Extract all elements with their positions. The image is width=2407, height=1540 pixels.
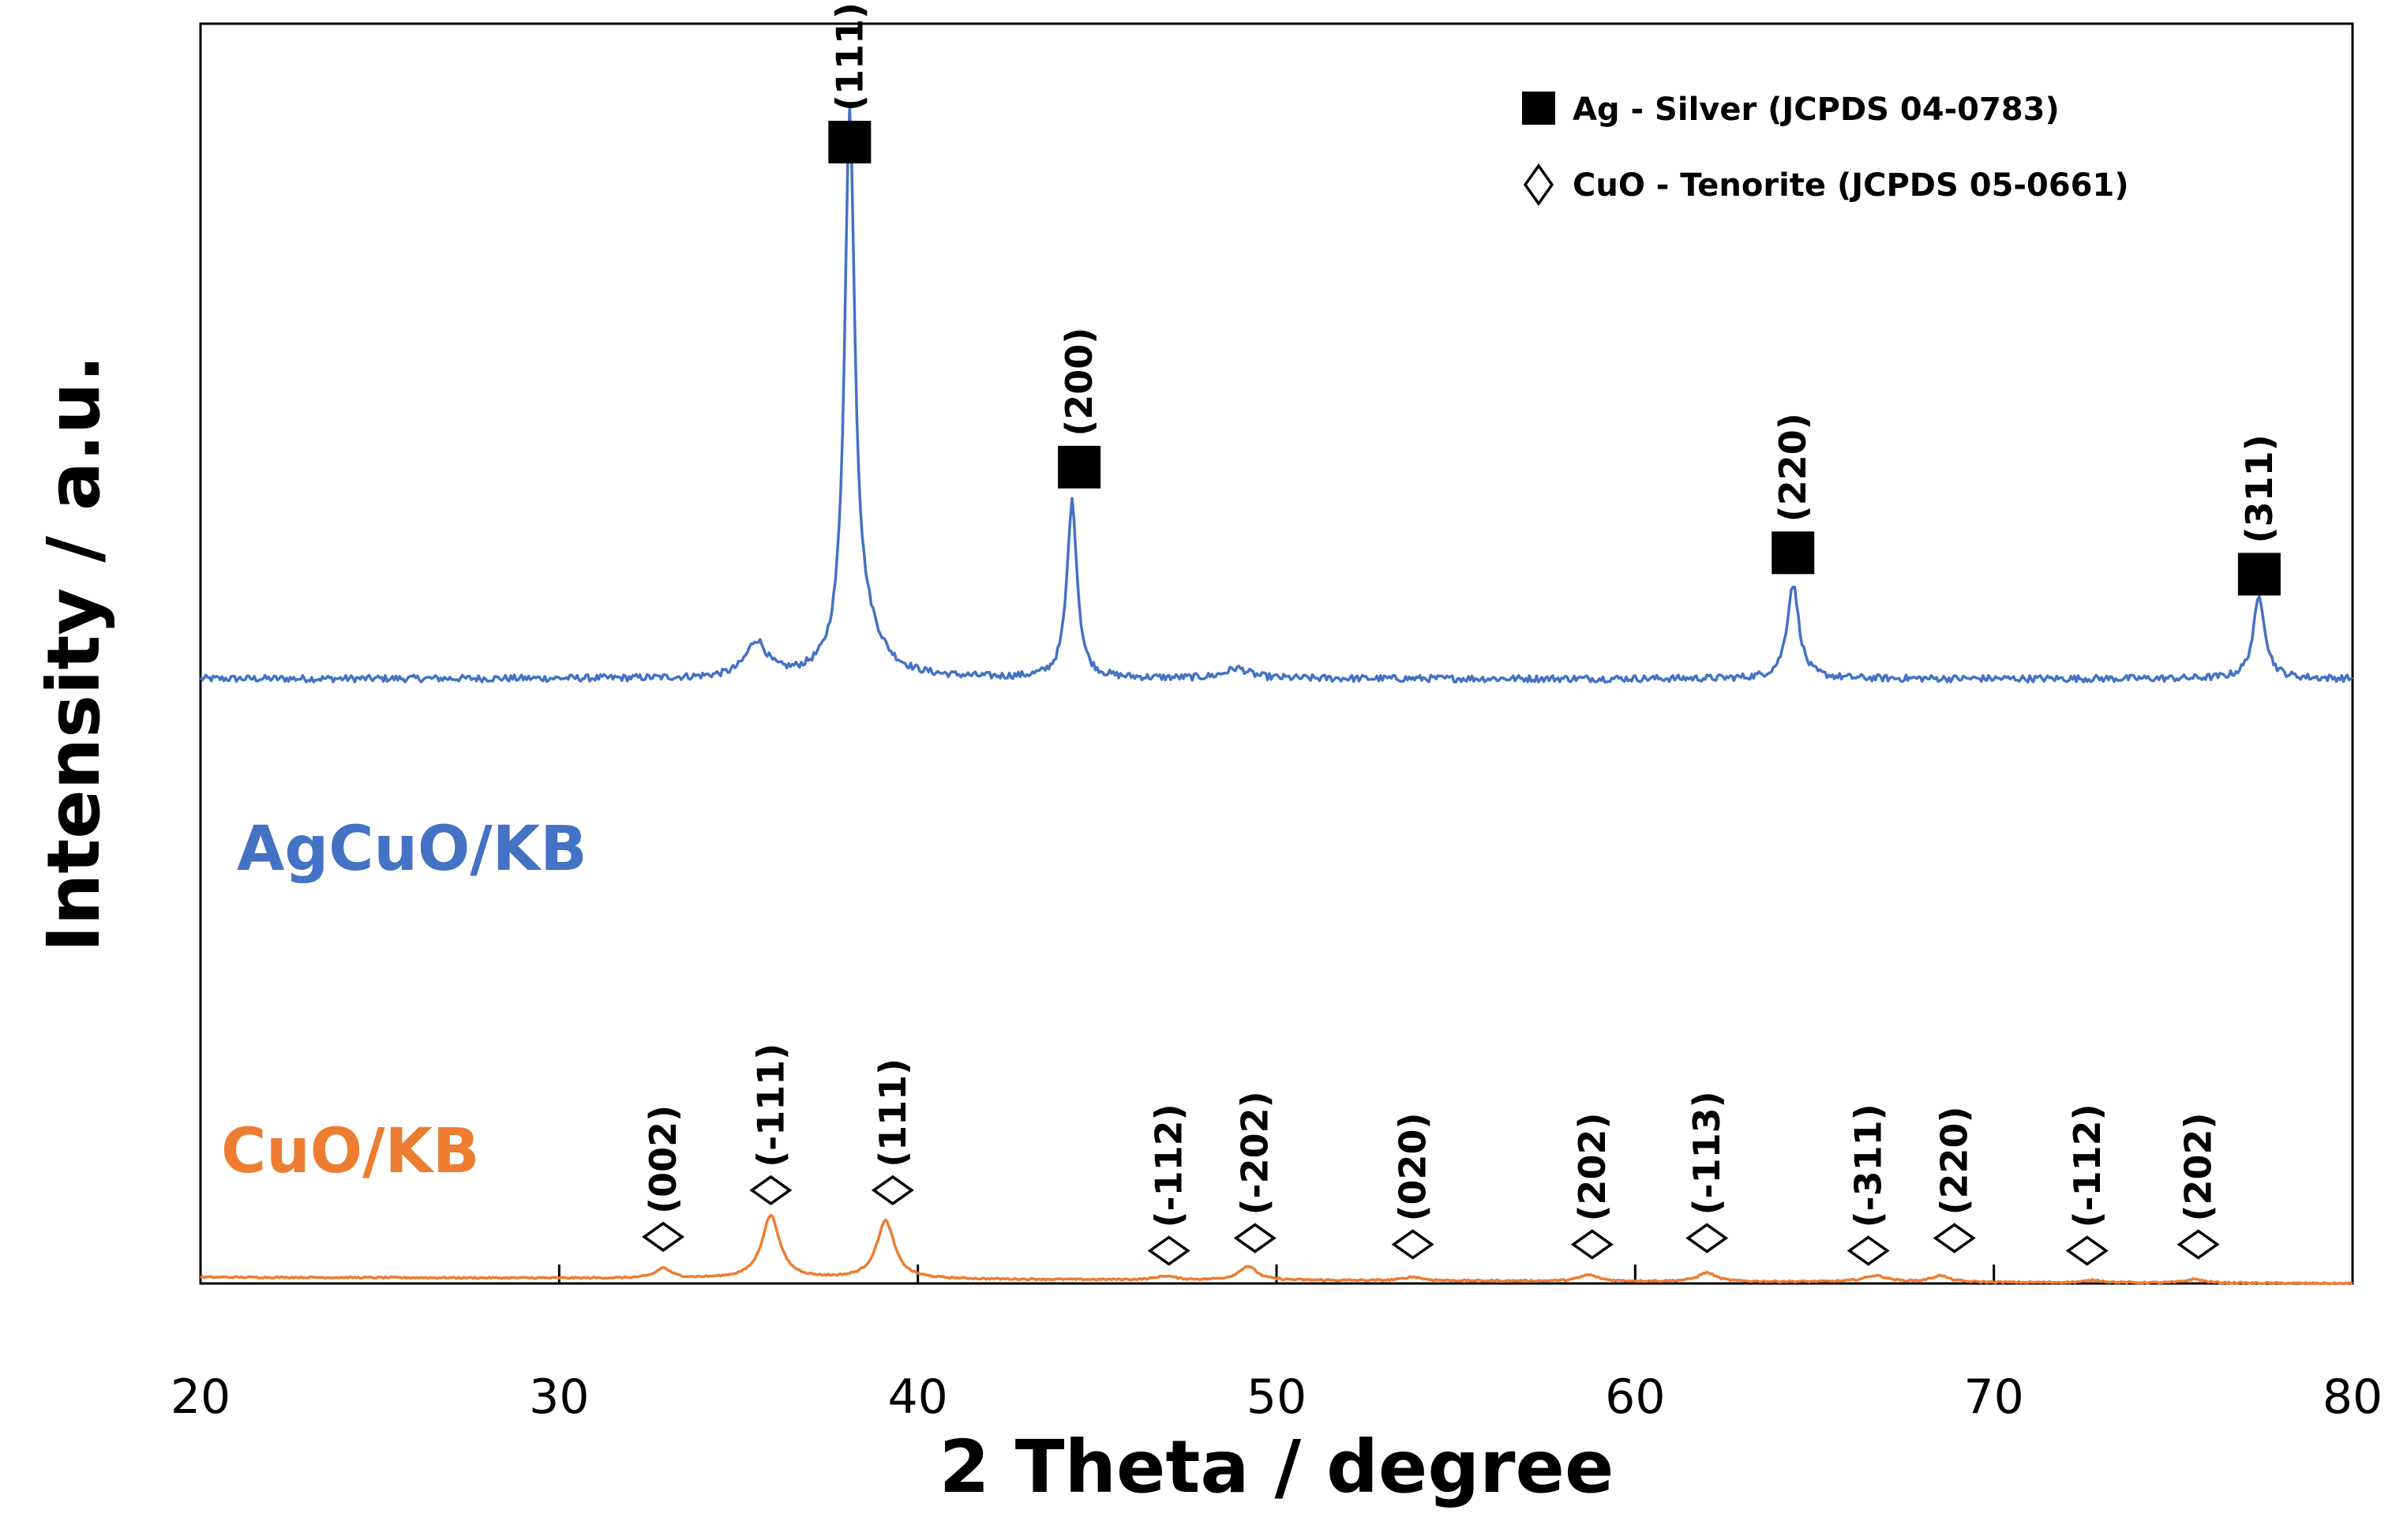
- peak-label: (-112): [2066, 1103, 2109, 1227]
- x-axis-title: 2 Theta / degree: [939, 1425, 1614, 1509]
- diamond-marker-icon: [1147, 1235, 1190, 1266]
- legend-entry-ag: Ag - Silver (JCPDS 04-0783): [1573, 92, 2060, 128]
- peak-annotation: (-112): [2065, 1103, 2109, 1266]
- peak-annotation: (220): [1933, 1106, 1976, 1253]
- diamond-marker-icon: [1933, 1223, 1976, 1253]
- x-tick-label: 60: [1605, 1370, 1665, 1425]
- x-tick-label: 80: [2323, 1370, 2383, 1425]
- series-name-agcuo: AgCuO/KB: [237, 814, 587, 885]
- x-tick-label: 40: [887, 1370, 947, 1425]
- square-marker-icon: [828, 121, 872, 164]
- peak-annotation: (111): [871, 1059, 914, 1206]
- x-tick-label: 30: [529, 1370, 589, 1425]
- peak-annotation: (-202): [1233, 1091, 1277, 1253]
- peak-label: (202): [2177, 1112, 2220, 1221]
- peak-label: (200): [1058, 328, 1100, 437]
- peak-annotation: (200): [1058, 328, 1101, 489]
- diamond-marker-icon: [2176, 1229, 2220, 1260]
- legend-diamond-icon: [1523, 163, 1554, 207]
- peak-label: (220): [1772, 413, 1814, 522]
- plot-frame: [199, 22, 2354, 1285]
- peak-label: (-202): [1234, 1091, 1277, 1215]
- peak-label: (002): [642, 1105, 684, 1214]
- diamond-marker-icon: [1391, 1229, 1434, 1260]
- peak-label: (111): [872, 1059, 914, 1167]
- square-marker-icon: [1772, 531, 1815, 575]
- diamond-marker-icon: [1233, 1223, 1277, 1253]
- peak-annotation: (-112): [1147, 1103, 1190, 1266]
- peak-annotation: (111): [828, 2, 872, 164]
- diamond-marker-icon: [1685, 1223, 1729, 1253]
- peak-annotation: (-111): [749, 1044, 793, 1206]
- x-tick-label: 70: [1963, 1370, 2023, 1425]
- x-tick-label: 20: [171, 1370, 231, 1425]
- diamond-marker-icon: [749, 1175, 793, 1206]
- peak-annotation: (311): [2237, 434, 2281, 596]
- diamond-marker-icon: [1570, 1229, 1614, 1260]
- peak-label: (-113): [1685, 1091, 1728, 1215]
- peak-annotation: (-311): [1846, 1103, 1890, 1266]
- diamond-marker-icon: [2065, 1235, 2109, 1266]
- diamond-marker-icon: [642, 1221, 685, 1253]
- peak-label: (-112): [1148, 1103, 1190, 1227]
- square-marker-icon: [1058, 445, 1101, 489]
- peak-annotation: (202): [2176, 1112, 2220, 1260]
- peak-label: (202): [1571, 1112, 1614, 1221]
- diamond-marker-icon: [1846, 1235, 1890, 1266]
- peak-label: (220): [1933, 1106, 1976, 1215]
- x-tick-label: 50: [1247, 1370, 1307, 1425]
- peak-annotation: (002): [642, 1105, 685, 1253]
- peak-label: (111): [828, 2, 871, 111]
- peak-label: (020): [1392, 1112, 1434, 1221]
- series-name-cuo: CuO/KB: [221, 1116, 479, 1187]
- diamond-marker-icon: [871, 1175, 914, 1206]
- peak-label: (-311): [1847, 1103, 1890, 1227]
- y-axis-title: Intensity / a.u.: [32, 355, 116, 953]
- peak-label: (-111): [749, 1044, 792, 1167]
- legend-entry-cuo: CuO - Tenorite (JCPDS 05-0661): [1573, 167, 2129, 204]
- peak-annotation: (220): [1772, 413, 1815, 575]
- peak-label: (311): [2238, 434, 2281, 543]
- legend: Ag - Silver (JCPDS 04-0783) CuO - Tenori…: [1522, 92, 2129, 207]
- peak-annotation: (-113): [1685, 1091, 1729, 1253]
- peak-annotation: (020): [1391, 1112, 1434, 1260]
- series-line-agcuo: [199, 106, 2353, 684]
- legend-square-icon: [1522, 92, 1555, 125]
- peak-annotation: (202): [1570, 1112, 1614, 1260]
- square-marker-icon: [2237, 553, 2281, 596]
- series-line-cuo: [200, 1213, 2353, 1286]
